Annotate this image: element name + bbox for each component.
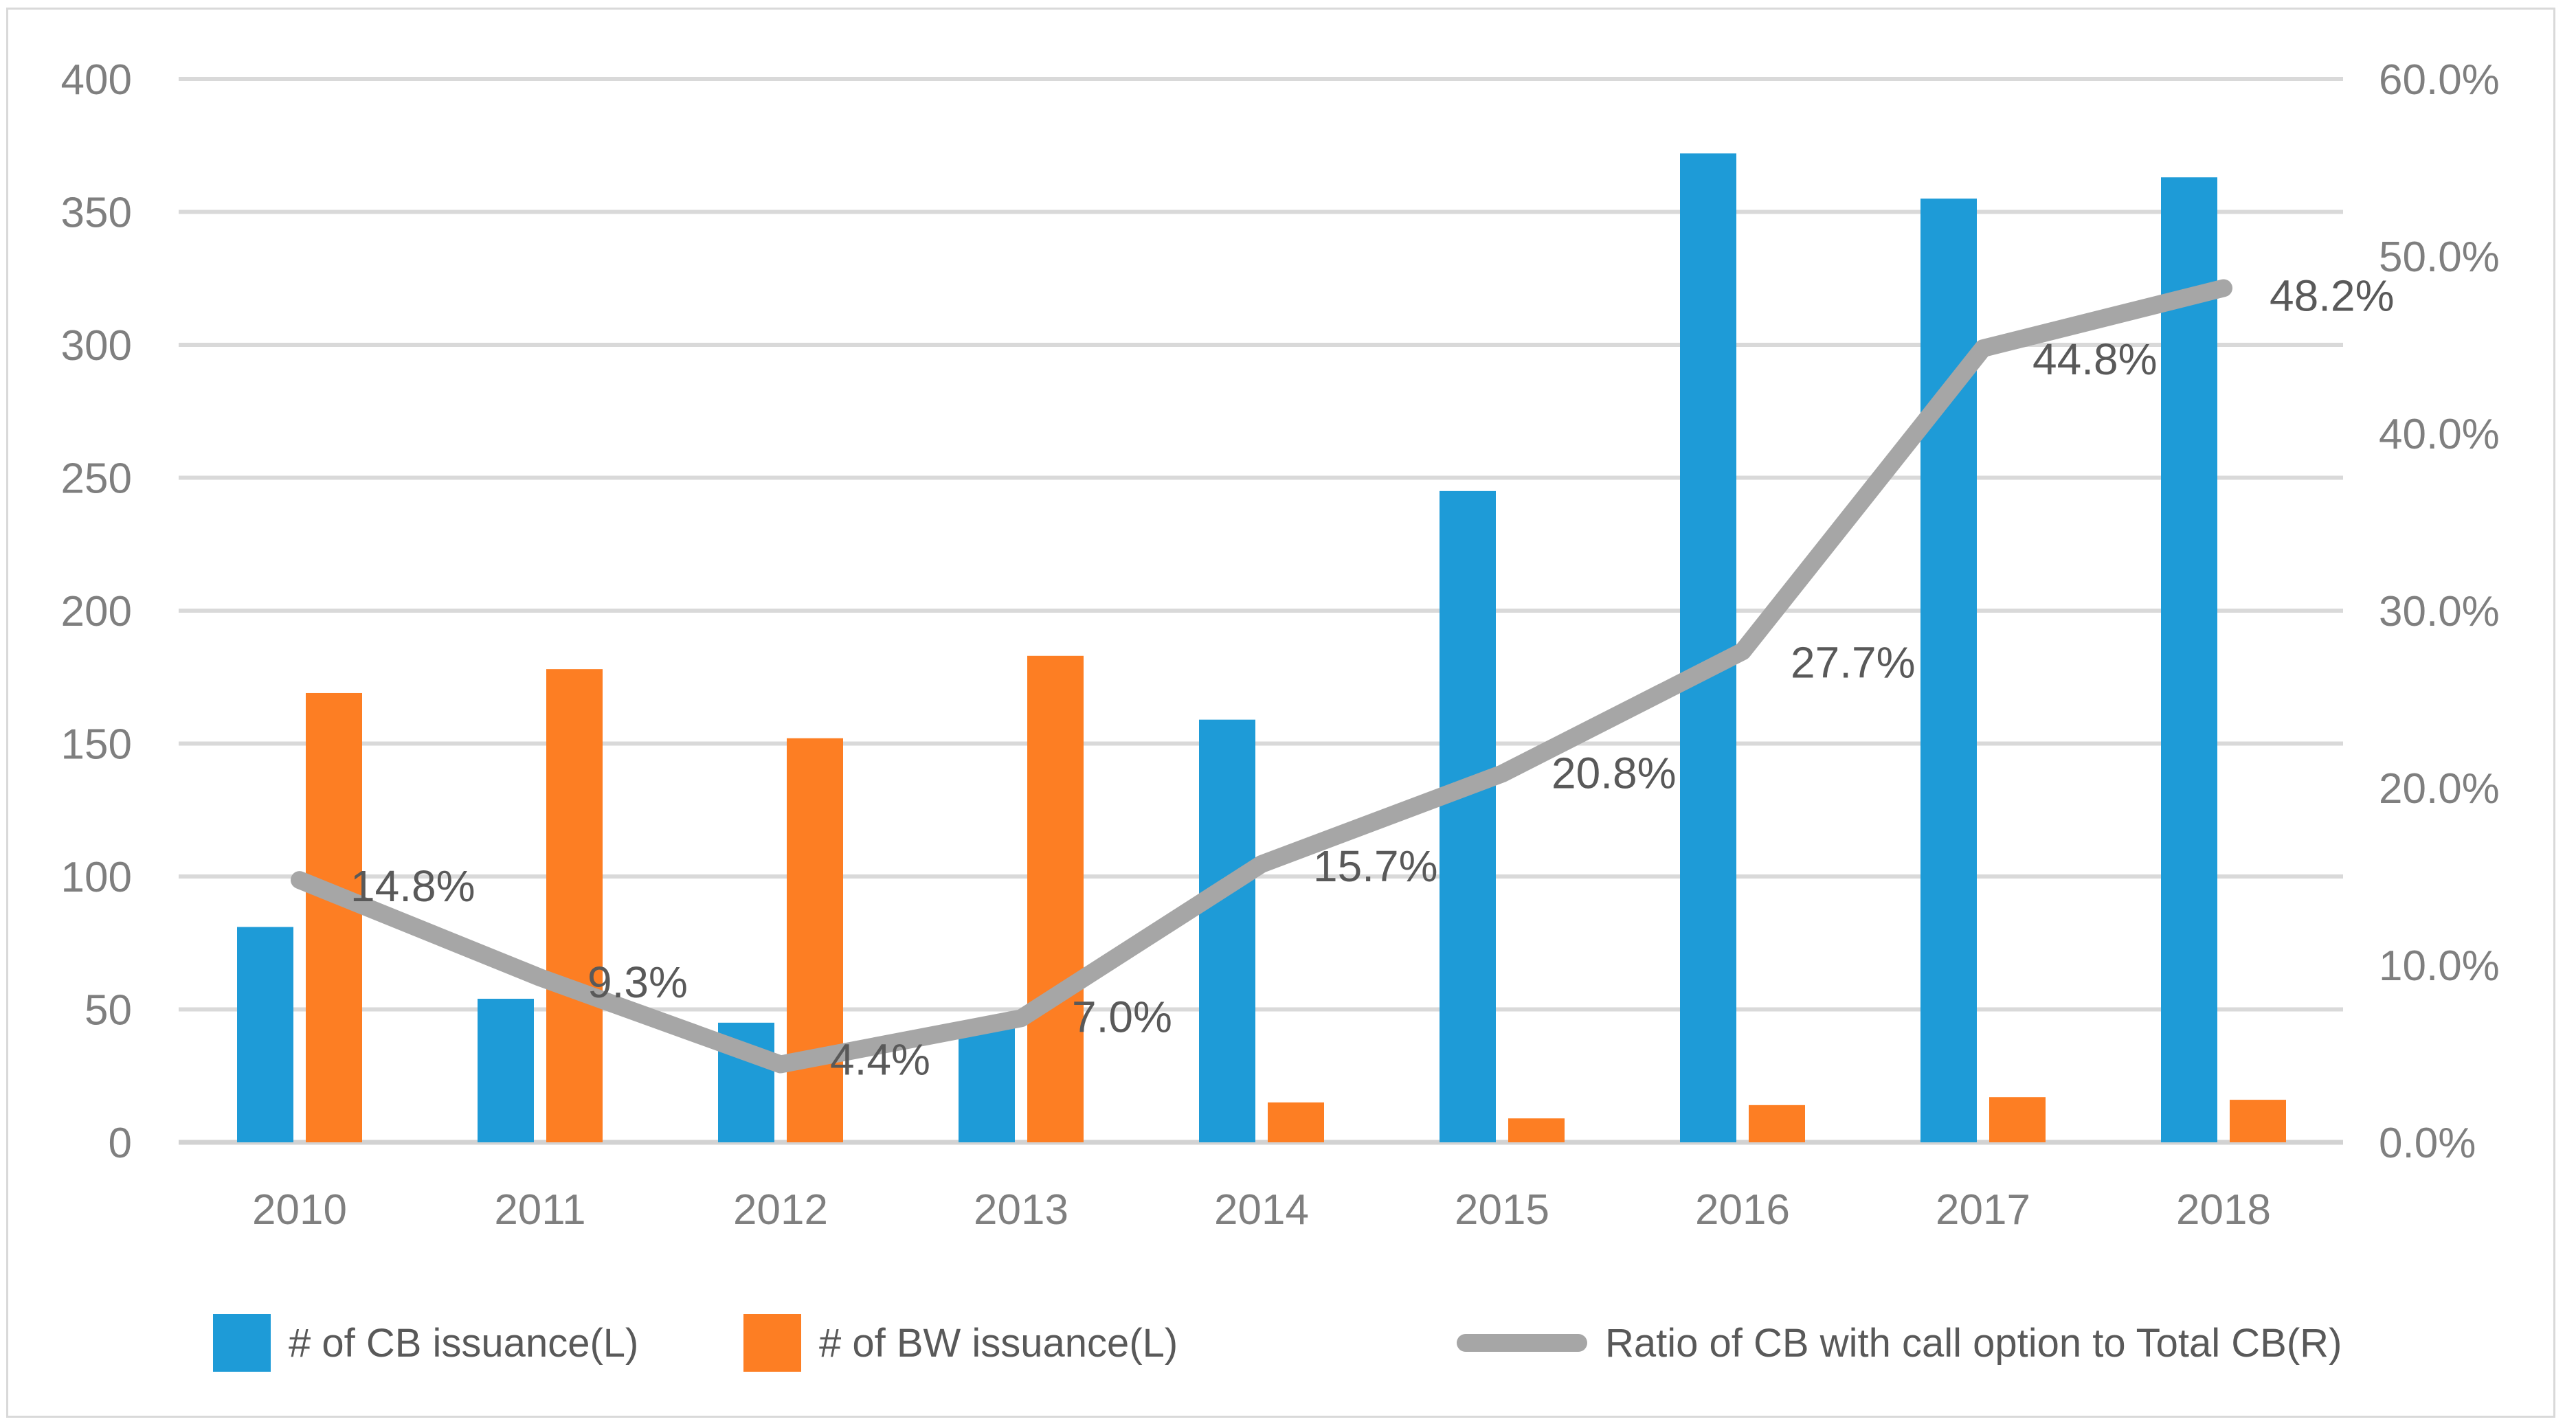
bw-bar-2011 [546,669,603,1142]
bw-bar-2017 [1989,1097,2046,1142]
x-axis-label-2015: 2015 [1455,1186,1549,1234]
x-axis-label-2012: 2012 [733,1186,828,1234]
right-axis-tick-10.0%: 10.0% [2379,942,2500,990]
right-axis-tick-0.0%: 0.0% [2379,1120,2476,1167]
legend-item-bw: # of BW issuance(L) [743,1313,1178,1372]
bw-bar-2010 [306,692,362,1142]
ratio-label-2017: 44.8% [2032,335,2157,384]
x-axis-label-2017: 2017 [1936,1186,2030,1234]
cb-bar-2015 [1440,490,1496,1142]
ratio-label-2010: 14.8% [350,861,475,911]
cb-bar-2018 [2161,177,2217,1143]
ratio-legend-label: Ratio of CB with call option to Total CB… [1605,1320,2342,1366]
left-axis-tick-350: 350 [61,190,132,237]
x-axis-label-2010: 2010 [252,1186,347,1234]
ratio-label-2015: 20.8% [1552,748,1676,797]
cb-bar-2013 [959,1028,1015,1142]
left-axis-tick-150: 150 [61,721,132,769]
bw-bar-2013 [1027,655,1084,1142]
bw-bar-2016 [1749,1105,1805,1142]
chart-legend: # of CB issuance(L) # of BW issuance(L) … [0,1313,2576,1372]
x-axis-label-2014: 2014 [1214,1186,1309,1234]
cb-bar-2014 [1199,719,1255,1142]
ratio-label-2012: 4.4% [830,1034,930,1084]
legend-item-ratio: Ratio of CB with call option to Total CB… [1457,1313,2342,1372]
left-axis-tick-200: 200 [61,588,132,635]
legend-item-cb: # of CB issuance(L) [213,1313,638,1372]
right-axis-tick-30.0%: 30.0% [2379,588,2500,635]
ratio-label-2014: 15.7% [1313,841,1437,891]
left-axis-tick-300: 300 [61,322,132,370]
left-axis-tick-250: 250 [61,455,132,503]
right-axis-tick-40.0%: 40.0% [2379,411,2500,458]
right-axis-tick-60.0%: 60.0% [2379,56,2500,104]
x-axis-label-2018: 2018 [2176,1186,2271,1234]
ratio-label-2011: 9.3% [587,958,688,1007]
bw-bar-2015 [1508,1118,1565,1142]
bw-legend-swatch [743,1314,801,1372]
cb-bar-2010 [237,927,293,1142]
ratio-legend-swatch [1457,1334,1587,1352]
bw-bar-2014 [1268,1102,1324,1142]
left-axis-tick-50: 50 [85,987,132,1034]
ratio-label-2013: 7.0% [1072,992,1172,1041]
bw-bar-2018 [2230,1100,2286,1142]
chart-border [6,8,2555,1418]
cb-legend-label: # of CB issuance(L) [289,1320,639,1366]
left-axis-tick-400: 400 [61,56,132,104]
right-axis-tick-20.0%: 20.0% [2379,765,2500,813]
cb-bar-2016 [1680,153,1736,1143]
ratio-label-2018: 48.2% [2270,271,2394,320]
x-axis-label-2013: 2013 [974,1186,1068,1234]
cb-bar-2011 [478,999,534,1142]
ratio-label-2016: 27.7% [1791,637,1915,687]
right-axis-tick-50.0%: 50.0% [2379,234,2500,281]
ratio-line [291,279,2232,1074]
bw-bar-2012 [787,738,843,1142]
left-axis-tick-100: 100 [61,854,132,901]
left-axis-tick-0: 0 [109,1120,132,1167]
cb-legend-swatch [213,1314,271,1372]
x-axis-label-2016: 2016 [1695,1186,1790,1234]
bw-legend-label: # of BW issuance(L) [819,1320,1178,1366]
cb-bar-2017 [1920,199,1977,1142]
x-axis-label-2011: 2011 [494,1186,585,1234]
